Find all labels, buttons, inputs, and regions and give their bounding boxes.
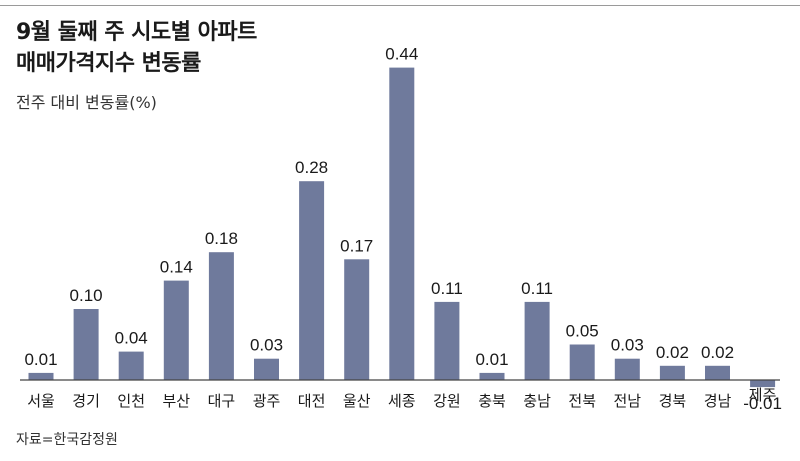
value-label-4: 0.14	[160, 258, 193, 277]
chart-title-line-1: 9월 둘째 주 시도별 아파트	[16, 20, 257, 45]
value-label-9: 0.44	[385, 45, 418, 64]
bar-15	[659, 365, 685, 380]
category-label-7: 대전	[298, 392, 326, 410]
value-label-6: 0.03	[250, 336, 283, 355]
bar-13	[569, 344, 595, 380]
bars-group	[28, 67, 776, 388]
bar-12	[524, 301, 550, 380]
category-label-16: 경남	[704, 392, 732, 410]
category-label-11: 충북	[478, 392, 506, 410]
source-note: 자료=한국감정원	[16, 432, 118, 448]
value-label-8: 0.17	[340, 236, 373, 255]
value-label-3: 0.04	[115, 329, 148, 348]
bar-1	[28, 372, 54, 380]
category-label-6: 광주	[253, 392, 281, 410]
bar-16	[705, 365, 730, 380]
bar-9	[389, 67, 415, 380]
top-rule	[0, 5, 800, 6]
bar-3	[118, 351, 144, 380]
category-label-15: 경북	[659, 392, 687, 410]
value-label-2: 0.10	[70, 286, 103, 305]
chart-title-line-2: 매매가격지수 변동률	[16, 51, 201, 76]
bar-5	[208, 252, 234, 380]
bar-17	[750, 380, 776, 388]
bar-6	[254, 358, 279, 380]
bar-8	[344, 259, 370, 380]
value-label-1: 0.01	[24, 350, 57, 369]
bar-11	[479, 372, 505, 380]
category-label-2: 경기	[72, 392, 100, 410]
value-label-17: -0.01	[743, 394, 782, 413]
bar-10	[434, 301, 460, 380]
category-label-5: 대구	[208, 392, 236, 410]
value-label-15: 0.02	[656, 343, 689, 362]
category-label-14: 전남	[613, 392, 641, 410]
value-label-5: 0.18	[205, 229, 238, 248]
value-label-7: 0.28	[295, 158, 328, 177]
value-label-13: 0.05	[566, 322, 599, 341]
chart-title: 9월 둘째 주 시도별 아파트 매매가격지수 변동률	[16, 17, 257, 79]
category-label-3: 인천	[117, 392, 145, 410]
value-labels-group: 0.01 0.10 0.04 0.14 0.18 0.03 0.28 0.17 0.44 0.11…	[24, 45, 782, 414]
value-label-10: 0.11	[431, 279, 463, 298]
value-label-16: 0.02	[701, 343, 734, 362]
category-labels-group: 서울 경기 인천 부산 대구 광주 대전 울산 세종 강원 충북 충남 전북 전남 경북 경남 제주	[27, 386, 776, 410]
category-label-9: 세종	[388, 392, 416, 410]
category-label-10: 강원	[433, 392, 461, 410]
category-label-1: 서울	[27, 392, 55, 410]
category-label-13: 전북	[568, 392, 596, 410]
value-label-12: 0.11	[521, 279, 553, 298]
value-label-11: 0.01	[475, 350, 508, 369]
category-label-4: 부산	[162, 392, 190, 410]
value-label-14: 0.03	[611, 336, 644, 355]
bar-4	[163, 280, 189, 380]
bar-2	[73, 309, 99, 380]
category-label-12: 충남	[523, 392, 551, 410]
bar-14	[614, 358, 640, 380]
category-label-8: 울산	[343, 392, 371, 410]
bar-7	[299, 181, 325, 380]
chart-subtitle: 전주 대비 변동률(%)	[16, 93, 157, 112]
category-label-17: 제주	[749, 386, 777, 404]
